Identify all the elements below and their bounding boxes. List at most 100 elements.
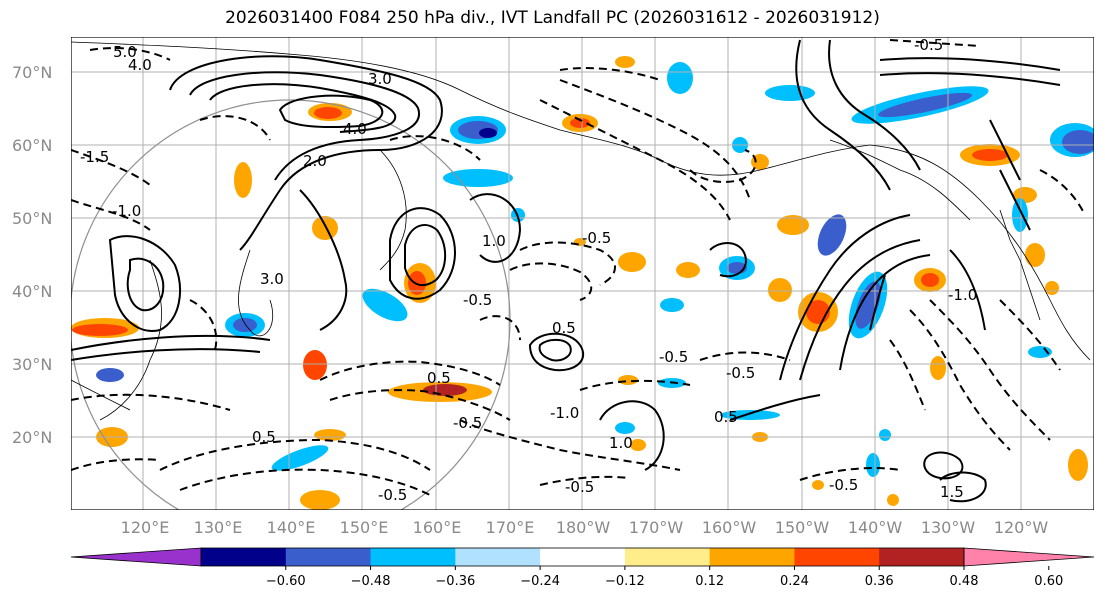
colorbar-segment (879, 548, 965, 566)
colorbar-segment (794, 548, 880, 566)
shade-pos (314, 429, 346, 441)
shade-neg (660, 298, 684, 312)
contour-label: 1.5 (940, 483, 964, 501)
shade-neg (1012, 198, 1028, 232)
contour-label: -0.5 (659, 348, 688, 366)
colorbar-segment (201, 548, 287, 566)
shade-pos (72, 324, 128, 336)
colorbar-extend-low (70, 547, 202, 567)
lat-label: 20°N (12, 428, 52, 447)
lon-label: 170°W (629, 518, 684, 537)
colorbar-frame (200, 547, 965, 567)
contour-label: -0.5 (565, 478, 594, 496)
lon-label: 130°E (194, 518, 243, 537)
shade-pos (1025, 243, 1045, 267)
colorbar-ticks: −0.60 −0.48 −0.36 −0.24 −0.12 0.12 0.24 0.36 0.4… (266, 566, 1063, 589)
shade-neg (866, 453, 880, 477)
shade-pos (303, 350, 327, 380)
lon-label: 150°W (775, 518, 830, 537)
contour-label: 4.0 (128, 56, 152, 74)
colorbar-tick-label: 0.12 (695, 574, 724, 589)
shade-pos (768, 278, 792, 302)
colorbar-tick-label: −0.36 (435, 574, 475, 589)
contour-label: -0.5 (453, 414, 482, 432)
shade-neg (879, 429, 891, 441)
longitude-labels: 120°E 130°E 140°E 150°E 160°E 170°E 180°… (121, 518, 1049, 537)
lat-label: 50°N (12, 209, 52, 228)
colorbar-tick-label: 0.24 (780, 574, 809, 589)
shade-pos (300, 490, 340, 510)
contour-label: 1.0 (609, 434, 633, 452)
shade-pos (676, 262, 700, 278)
colorbar-tick-label: 0.36 (865, 574, 894, 589)
contour-label: -0.5 (914, 36, 943, 54)
shade-neg (817, 214, 847, 256)
colorbar-segment (285, 548, 372, 566)
contour-label: -0.5 (726, 364, 755, 382)
colorbar-segment (455, 548, 541, 566)
shade-pos (1045, 281, 1059, 295)
shade-neg (667, 62, 693, 94)
colorbar-tick-label: 0.60 (1034, 574, 1063, 589)
contour-label: 3.0 (368, 70, 392, 88)
shade-neg (855, 281, 881, 329)
lon-label: 120°W (994, 518, 1049, 537)
lat-label: 30°N (12, 355, 52, 374)
contour-label: -1.0 (948, 286, 977, 304)
colorbar-tick-label: −0.48 (351, 574, 391, 589)
contour-label: -0.5 (582, 229, 611, 247)
colorbar-segment (370, 548, 456, 566)
contour-label: 0.5 (552, 319, 576, 337)
contour-label: -0.5 (463, 291, 492, 309)
latitude-labels: 70°N 60°N 50°N 40°N 30°N 20°N (12, 63, 52, 447)
divergence-shading (71, 56, 1094, 510)
shade-neg (271, 445, 329, 471)
colorbar-segment (624, 548, 711, 566)
contour-label: 2.0 (303, 152, 327, 170)
colorbar-segment (540, 548, 626, 566)
contour-label: -0.5 (378, 486, 407, 504)
shade-neg (615, 422, 635, 434)
lon-label: 140°W (848, 518, 903, 537)
colorbar-tick-label: 0.48 (950, 574, 979, 589)
lat-label: 70°N (12, 63, 52, 82)
lon-label: 160°W (702, 518, 757, 537)
shade-pos (312, 216, 338, 240)
colorbar (70, 547, 1095, 567)
shade-neg (96, 368, 124, 382)
lon-label: 180°W (556, 518, 611, 537)
shade-neg (362, 288, 408, 322)
shade-pos (615, 56, 635, 68)
shade-pos (921, 273, 939, 287)
contour-label: -1.0 (550, 404, 579, 422)
contour-label: -1.5 (80, 148, 109, 166)
lon-label: 160°E (413, 518, 462, 537)
shade-neg (443, 169, 513, 187)
contour-label: -1.0 (112, 202, 141, 220)
shade-neg (233, 318, 257, 332)
colorbar-segment (709, 548, 795, 566)
shade-neg (765, 85, 815, 101)
contour-labels: 5.0 4.0 3.0 -0.5 4.0 2.0 -1.0 -1.5 3.0 1… (80, 36, 977, 504)
shade-pos (887, 494, 899, 506)
positive-contours (71, 39, 1061, 503)
shade-pos (972, 149, 1008, 161)
lon-label: 170°E (486, 518, 535, 537)
contour-label: 0.5 (252, 428, 276, 446)
lon-label: 130°W (921, 518, 976, 537)
lon-label: 120°E (121, 518, 170, 537)
lat-label: 40°N (12, 282, 52, 301)
shade-pos (618, 252, 646, 272)
contour-label: 0.5 (427, 369, 451, 387)
lon-label: 140°E (267, 518, 316, 537)
shade-pos (1068, 449, 1088, 481)
shade-neg (1062, 130, 1094, 154)
negative-contours (71, 39, 1086, 496)
shade-pos (812, 480, 824, 490)
contour-label: 5.0 (113, 43, 137, 61)
colorbar-tick-label: −0.60 (266, 574, 306, 589)
contour-label: -0.5 (829, 476, 858, 494)
contour-label: 4.0 (343, 120, 367, 138)
shade-pos (777, 215, 809, 235)
colorbar-extend-high (963, 547, 1095, 567)
